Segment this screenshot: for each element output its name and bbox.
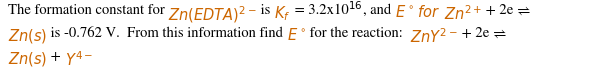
Text: $Y^{4-}$: $Y^{4-}$ — [65, 50, 93, 69]
Text: for the reaction:: for the reaction: — [306, 27, 410, 40]
Text: $\mathit{ZnY}^{2-}$: $\mathit{ZnY}^{2-}$ — [410, 27, 458, 46]
Text: The formation constant for: The formation constant for — [8, 4, 168, 17]
Text: ⇌: ⇌ — [493, 27, 506, 40]
Text: is: is — [257, 4, 274, 17]
Text: $^{16}$: $^{16}$ — [348, 4, 363, 17]
Text: $\mathit{for}$: $\mathit{for}$ — [418, 4, 440, 20]
Text: $\mathit{Zn(s)}$: $\mathit{Zn(s)}$ — [8, 50, 47, 68]
Text: + 2e: + 2e — [458, 27, 493, 40]
Text: = 3.2x10: = 3.2x10 — [290, 4, 348, 17]
Text: , and: , and — [363, 4, 395, 17]
Text: $E^\circ$: $E^\circ$ — [395, 4, 414, 20]
Text: is -0.762 V.  From this information find: is -0.762 V. From this information find — [47, 27, 287, 40]
Text: $\mathit{Zn(EDTA)}^{2-}$: $\mathit{Zn(EDTA)}^{2-}$ — [168, 4, 257, 25]
Text: + 2e: + 2e — [482, 4, 517, 17]
Text: $E^\circ$: $E^\circ$ — [287, 27, 306, 43]
Text: $K_f$: $K_f$ — [274, 4, 290, 23]
Text: $\mathit{Zn}^{2+}$: $\mathit{Zn}^{2+}$ — [444, 4, 482, 23]
Text: +: + — [47, 50, 65, 63]
Text: ⇌: ⇌ — [517, 4, 531, 17]
Text: $\mathit{Zn(s)}$: $\mathit{Zn(s)}$ — [8, 27, 47, 45]
